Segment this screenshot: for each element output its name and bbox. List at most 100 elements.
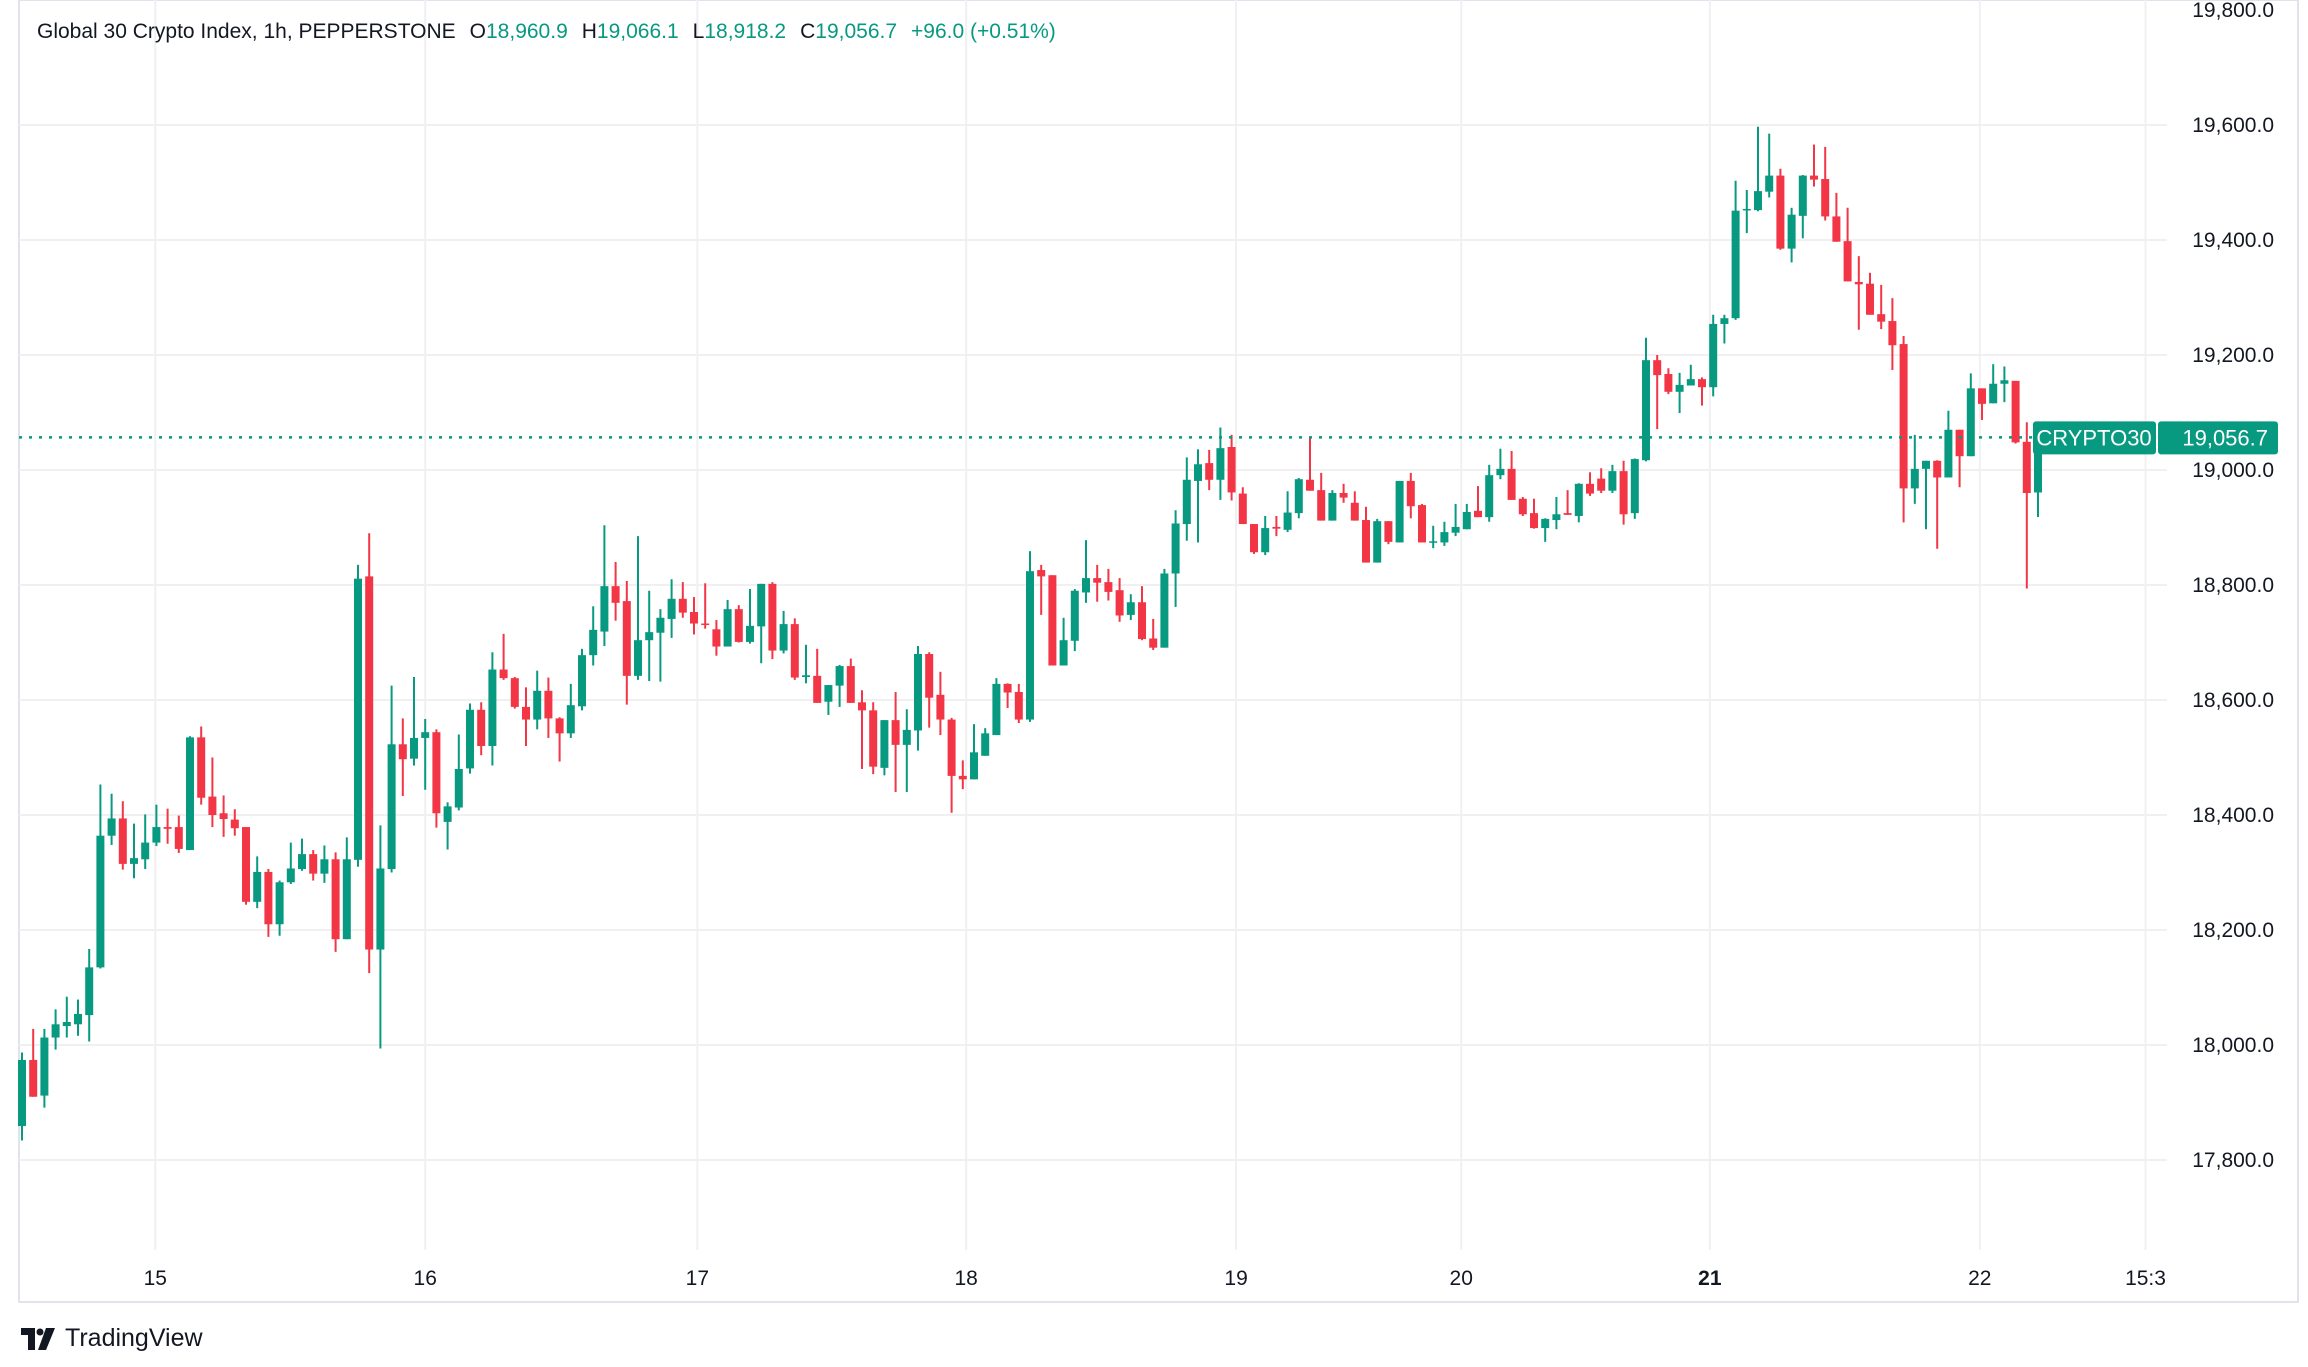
candle-body <box>410 737 418 759</box>
tradingview-brand[interactable]: TradingView <box>21 1324 203 1353</box>
candle-up <box>746 589 754 644</box>
candle-down <box>264 869 273 937</box>
candle-body <box>1653 360 1662 376</box>
candle-down <box>1205 449 1214 491</box>
candle-down <box>510 677 519 709</box>
time-axis[interactable]: 15 16 17 18 19 20 21 22 15:3 <box>144 1267 2166 1290</box>
price-tick-label: 18,800.0 <box>2192 574 2274 597</box>
candle-down <box>1037 564 1046 615</box>
price-tick-label: 17,800.0 <box>2192 1149 2274 1172</box>
candle-down <box>790 618 799 680</box>
candle-down <box>1854 256 1863 330</box>
candle-down <box>925 652 934 728</box>
candle-body <box>902 729 911 745</box>
candle-body <box>1586 483 1594 494</box>
candle-body <box>1227 447 1236 493</box>
candle-up <box>723 599 732 647</box>
candle-down <box>1810 144 1818 187</box>
candle-body <box>342 859 351 940</box>
candle-up <box>1787 207 1796 263</box>
candle-down <box>1362 506 1370 563</box>
candle-up <box>130 823 138 879</box>
candle-up <box>779 610 788 654</box>
candle-down <box>1048 575 1057 666</box>
candle-up <box>1182 457 1191 541</box>
candle-body <box>118 818 127 864</box>
candle-body <box>1776 175 1785 249</box>
candle-body <box>1518 498 1527 515</box>
candle-body <box>174 827 183 849</box>
candle-down <box>1384 521 1393 545</box>
candle-body <box>1126 602 1135 615</box>
candle-down <box>1563 490 1572 515</box>
candle-body <box>1138 602 1146 640</box>
candle-body <box>1787 214 1796 249</box>
price-axis[interactable]: 19,800.0 19,600.0 19,400.0 19,200.0 19,000.0… <box>2192 0 2274 1172</box>
candle-body <box>1922 460 1930 469</box>
candle-up <box>1675 372 1684 414</box>
candle-body <box>723 609 732 647</box>
candle-up <box>443 802 452 850</box>
candle-down <box>499 633 508 680</box>
candle-up <box>1989 364 1998 404</box>
last-price-tag: CRYPTO30 19,056.7 <box>2033 421 2278 455</box>
candle-down <box>712 620 721 656</box>
candle-up <box>757 583 766 664</box>
candle-body <box>1966 388 1975 457</box>
candle-body <box>85 967 94 1016</box>
candle-body <box>1910 468 1919 489</box>
high-label: H <box>581 20 597 43</box>
candle-up <box>1709 314 1718 397</box>
price-tick-label: 19,600.0 <box>2192 114 2274 137</box>
candle-down <box>1653 355 1662 430</box>
candles <box>18 126 2042 1141</box>
candle-body <box>1070 590 1079 641</box>
candle-body <box>858 702 866 711</box>
candle-down <box>219 795 228 837</box>
candle-down <box>118 801 127 870</box>
time-tick-label: 19 <box>1224 1267 1247 1290</box>
candle-down <box>1821 146 1830 221</box>
candle-down <box>1115 578 1124 622</box>
candle-up <box>376 825 385 1049</box>
candle-down <box>365 533 374 974</box>
candle-body <box>1989 383 1998 404</box>
candle-down <box>947 717 956 813</box>
candle-up <box>62 996 71 1038</box>
candle-body <box>790 624 799 678</box>
candle-down <box>1272 516 1281 537</box>
candle-up <box>1294 478 1303 519</box>
candle-body <box>1843 241 1852 282</box>
candle-up <box>1059 617 1068 666</box>
candle-body <box>690 612 698 624</box>
high-value: 19,066.1 <box>596 20 679 43</box>
candle-down <box>958 760 967 790</box>
candle-body <box>320 859 329 874</box>
candle-body <box>566 705 575 734</box>
candle-down <box>701 583 710 629</box>
candle-body <box>1216 448 1225 480</box>
candle-up <box>186 736 194 851</box>
candle-body <box>555 718 564 734</box>
change-value: +96.0 (+0.51%) <box>911 20 1056 43</box>
close-label: C <box>800 20 816 43</box>
candle-down <box>1832 192 1841 242</box>
low-label: L <box>692 20 705 43</box>
candle-body <box>869 710 878 767</box>
time-tick-label: 22 <box>1968 1267 1991 1290</box>
candle-up <box>354 564 362 867</box>
candle-up <box>387 685 396 873</box>
candle-up <box>1798 175 1807 239</box>
candle-body <box>578 655 586 707</box>
candle-body <box>1451 526 1460 533</box>
candle-body <box>130 858 138 864</box>
candle-down <box>690 597 698 635</box>
candle-body <box>981 733 990 756</box>
candle-up <box>981 728 990 756</box>
candle-up <box>275 880 284 936</box>
symbol-legend: Global 30 Crypto Index, 1h, PEPPERSTONE … <box>37 20 1070 44</box>
candle-down <box>611 562 620 621</box>
price-tick-label: 18,600.0 <box>2192 689 2274 712</box>
candle-body <box>1541 518 1550 529</box>
